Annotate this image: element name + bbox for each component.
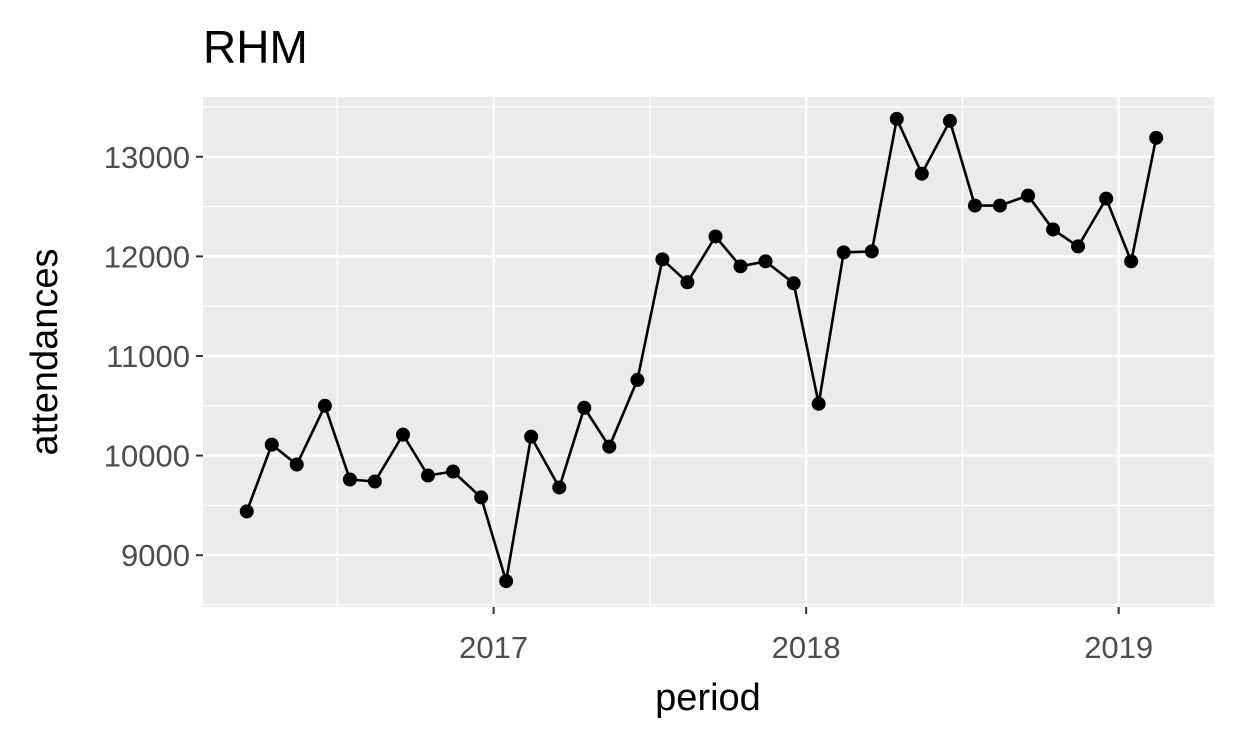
tick-labels: 2017 2018 2019 9000 10000 11000 12000 13000 xyxy=(104,140,1153,665)
data-point xyxy=(1149,130,1164,145)
data-point xyxy=(421,468,436,483)
y-tick-label: 9000 xyxy=(121,538,190,573)
data-point xyxy=(577,400,592,415)
data-point xyxy=(552,480,567,495)
data-point xyxy=(342,472,357,487)
data-point xyxy=(446,464,461,479)
data-point xyxy=(733,259,748,274)
data-point xyxy=(967,198,982,213)
y-tick-label: 13000 xyxy=(104,140,190,175)
data-point xyxy=(942,113,957,128)
x-tick-label: 2019 xyxy=(1084,630,1153,665)
data-point xyxy=(758,254,773,269)
data-point xyxy=(992,198,1007,213)
x-axis-title: period xyxy=(655,677,761,719)
data-point xyxy=(289,457,304,472)
data-point xyxy=(239,504,254,519)
series-layer xyxy=(239,111,1164,589)
data-point xyxy=(1021,188,1036,203)
major-gridlines xyxy=(203,97,1214,607)
data-point xyxy=(1124,254,1139,269)
data-point xyxy=(1099,191,1114,206)
data-point xyxy=(499,574,514,589)
data-point xyxy=(367,474,382,489)
chart-title: RHM xyxy=(203,21,308,73)
data-point xyxy=(630,372,645,387)
data-point xyxy=(836,245,851,260)
y-tick-label: 12000 xyxy=(104,239,190,274)
data-point xyxy=(602,439,617,454)
data-point xyxy=(1071,239,1086,254)
data-point xyxy=(264,437,279,452)
data-point xyxy=(317,398,332,413)
data-point xyxy=(914,166,929,181)
y-tick-label: 10000 xyxy=(104,439,190,474)
data-point xyxy=(708,229,723,244)
axis-ticks xyxy=(196,155,1120,614)
data-point xyxy=(811,396,826,411)
minor-gridlines xyxy=(203,97,1214,607)
data-point xyxy=(786,276,801,291)
data-point xyxy=(864,244,879,259)
data-point xyxy=(1046,222,1061,237)
data-point xyxy=(474,490,489,505)
data-point xyxy=(524,429,539,444)
data-point xyxy=(396,427,411,442)
data-point xyxy=(655,252,670,267)
data-point xyxy=(680,275,695,290)
y-axis-title: attendances xyxy=(24,248,66,455)
x-tick-label: 2017 xyxy=(459,630,528,665)
data-point xyxy=(889,111,904,126)
plot-panel xyxy=(203,97,1214,607)
x-tick-label: 2018 xyxy=(772,630,841,665)
y-tick-label: 11000 xyxy=(106,339,190,374)
